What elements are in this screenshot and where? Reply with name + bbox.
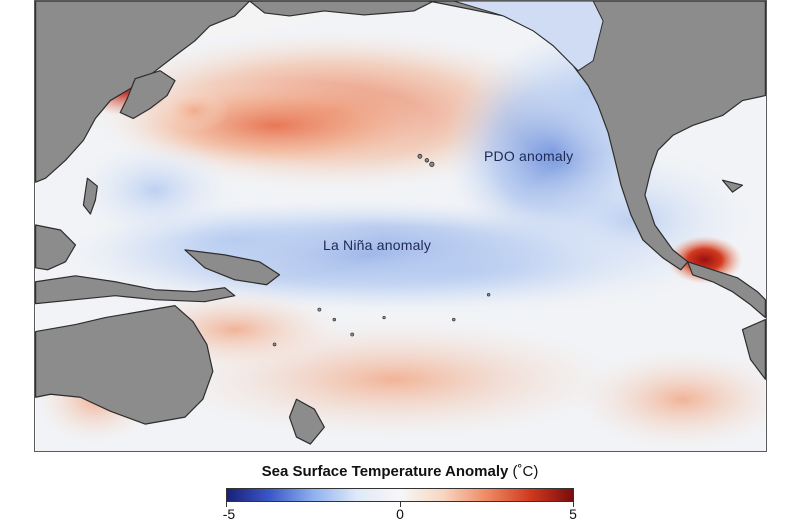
la-nina-anomaly-label: La Niña anomaly	[323, 237, 432, 253]
tick-min	[226, 502, 227, 507]
land-japan	[119, 70, 176, 120]
land-australia	[35, 305, 214, 425]
land-new-zealand	[288, 398, 325, 445]
central-america-warm-anomaly	[666, 235, 743, 284]
legend-title: Sea Surface Temperature Anomaly (˚C)	[0, 463, 800, 480]
tick-mid	[400, 502, 401, 507]
land-central-america	[687, 261, 766, 319]
hawaii-islands	[417, 153, 435, 167]
land-new-guinea	[184, 249, 281, 286]
tick-label-mid: 0	[396, 506, 404, 522]
tick-label-max: 5	[569, 506, 577, 522]
tick-label-min: -5	[222, 506, 236, 522]
color-legend: Sea Surface Temperature Anomaly (˚C) -5 …	[0, 455, 800, 530]
land-asia	[35, 1, 251, 183]
land-philippines	[82, 177, 98, 215]
sst-anomaly-map: PDO anomaly La Niña anomaly	[34, 0, 767, 452]
land-south-america	[741, 318, 766, 380]
land-north-america	[428, 1, 766, 271]
legend-title-text: Sea Surface Temperature Anomaly	[261, 463, 509, 480]
land-southeast-asia	[35, 224, 77, 271]
colorbar	[226, 488, 574, 502]
tick-max	[573, 502, 574, 507]
pdo-anomaly-label: PDO anomaly	[484, 148, 574, 164]
landmasses	[35, 1, 766, 445]
legend-unit: (˚C)	[512, 463, 539, 480]
